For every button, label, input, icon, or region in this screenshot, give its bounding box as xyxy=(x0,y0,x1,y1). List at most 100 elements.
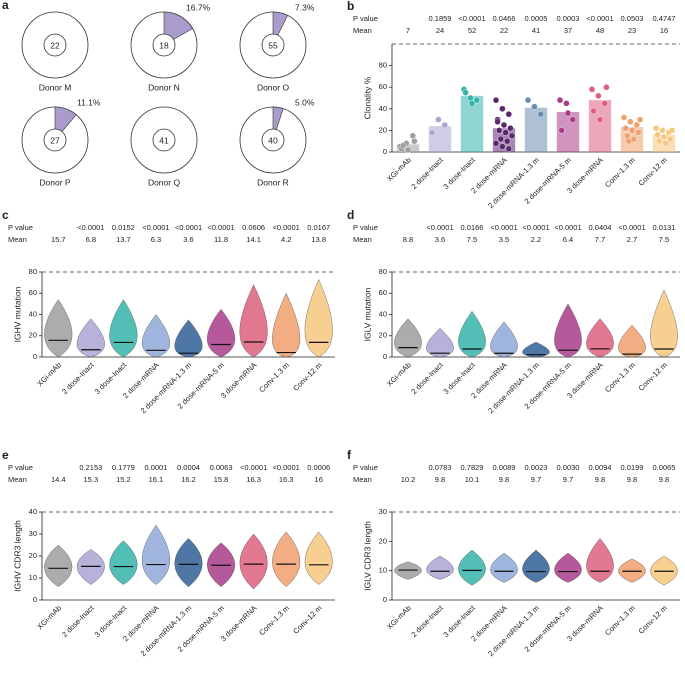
p-value: 0.4747 xyxy=(653,14,676,23)
y-tick-label: 40 xyxy=(29,309,37,318)
p-value: 0.0065 xyxy=(653,463,676,472)
x-tick-label: Conv-1.3 m xyxy=(603,155,637,189)
p-value: <0.0001 xyxy=(522,223,549,232)
p-value: 0.0003 xyxy=(557,14,580,23)
donor-label: Donor M xyxy=(39,82,72,92)
p-value: 0.0030 xyxy=(557,463,580,472)
dot xyxy=(603,83,610,91)
y-axis-title: IGLV mutation xyxy=(362,287,372,341)
violin xyxy=(490,321,518,358)
dot xyxy=(656,137,663,145)
mean-value: 24 xyxy=(436,26,444,35)
mean-value: 6.8 xyxy=(86,235,96,244)
mean-value: 6.4 xyxy=(563,235,573,244)
mean-value: 6.3 xyxy=(151,235,161,244)
p-value: <0.0001 xyxy=(586,14,613,23)
donor-label: Donor P xyxy=(39,177,71,187)
mean-value: 7.5 xyxy=(467,235,477,244)
dot xyxy=(595,92,602,100)
mean-value: 7.5 xyxy=(659,235,669,244)
dot xyxy=(667,135,674,143)
dot xyxy=(492,96,500,104)
mean-value: 13.8 xyxy=(311,235,326,244)
y-tick-label: 0 xyxy=(33,352,37,361)
dot xyxy=(636,116,644,123)
dot xyxy=(569,116,576,123)
dot xyxy=(500,121,508,129)
p-value: 0.0152 xyxy=(112,223,135,232)
y-tick-label: 40 xyxy=(379,309,387,318)
dot xyxy=(411,137,418,145)
mean-heading: Mean xyxy=(8,475,27,484)
dot xyxy=(635,129,642,136)
p-value: 0.0131 xyxy=(653,223,676,232)
p-value: 0.0503 xyxy=(621,14,644,23)
dot xyxy=(462,89,469,96)
mean-value: 2.7 xyxy=(627,235,637,244)
mean-value: 15.2 xyxy=(116,475,131,484)
y-tick-label: 30 xyxy=(29,529,37,538)
violin xyxy=(554,552,582,583)
dot xyxy=(468,100,476,107)
mean-value: 7.7 xyxy=(595,235,605,244)
mean-value: 7 xyxy=(406,26,410,35)
dot xyxy=(435,116,442,123)
dot xyxy=(441,121,448,129)
mean-value: 10.1 xyxy=(465,475,480,484)
p-value-heading: P value xyxy=(353,463,378,472)
panel-letter: b xyxy=(347,0,354,13)
dot xyxy=(659,127,666,134)
x-tick-label: XGi-mAb xyxy=(385,603,413,631)
donor-label: Donor O xyxy=(257,82,290,92)
dot xyxy=(558,127,565,134)
mean-value: 52 xyxy=(468,26,476,35)
p-value: <0.0001 xyxy=(207,223,234,232)
count-label: 18 xyxy=(159,40,169,50)
x-tick-label: Conv-1.3 m xyxy=(603,360,637,394)
violin xyxy=(426,328,454,358)
p-value: <0.0001 xyxy=(240,463,267,472)
x-tick-label: 2 dose-Inact xyxy=(409,603,445,639)
p-value: 0.0063 xyxy=(210,463,233,472)
dot xyxy=(400,142,407,149)
p-value-heading: P value xyxy=(8,463,33,472)
y-tick-label: 60 xyxy=(379,82,387,91)
violin xyxy=(44,299,73,358)
mean-value: 13.7 xyxy=(116,235,131,244)
slice-label: 16.7% xyxy=(186,2,211,12)
dot xyxy=(507,125,514,132)
panel-letter: f xyxy=(347,448,352,462)
violin xyxy=(650,289,678,358)
bar xyxy=(460,95,484,152)
p-value: 0.0166 xyxy=(461,223,484,232)
p-value: 0.0167 xyxy=(307,223,330,232)
mean-heading: Mean xyxy=(353,26,372,35)
y-tick-label: 20 xyxy=(29,331,37,340)
dot xyxy=(620,114,628,121)
mean-value: 14.4 xyxy=(51,475,66,484)
p-value-heading: P value xyxy=(353,14,378,23)
count-label: 27 xyxy=(50,135,60,145)
violin xyxy=(141,314,170,358)
x-tick-label: Conv-12 m xyxy=(291,360,323,392)
y-tick-label: 0 xyxy=(383,595,387,604)
dot xyxy=(531,103,538,110)
dot xyxy=(504,137,511,145)
violin xyxy=(426,555,454,580)
dot xyxy=(633,121,640,129)
donor-label: Donor R xyxy=(257,177,289,187)
pie-center xyxy=(43,128,67,152)
dot xyxy=(499,105,506,113)
x-tick-label: Conv-1.3 m xyxy=(257,603,291,637)
mean-value: 48 xyxy=(596,26,604,35)
mean-value: 16.3 xyxy=(246,475,261,484)
y-tick-label: 0 xyxy=(33,595,37,604)
pie-center xyxy=(261,128,285,152)
mean-value: 15.8 xyxy=(214,475,229,484)
p-value: <0.0001 xyxy=(618,223,645,232)
violin xyxy=(272,531,301,588)
x-tick-label: 2 dose-Inact xyxy=(60,603,96,639)
mean-value: 9.7 xyxy=(531,475,541,484)
x-tick-label: Conv-12 m xyxy=(637,360,669,392)
dot xyxy=(654,131,661,138)
